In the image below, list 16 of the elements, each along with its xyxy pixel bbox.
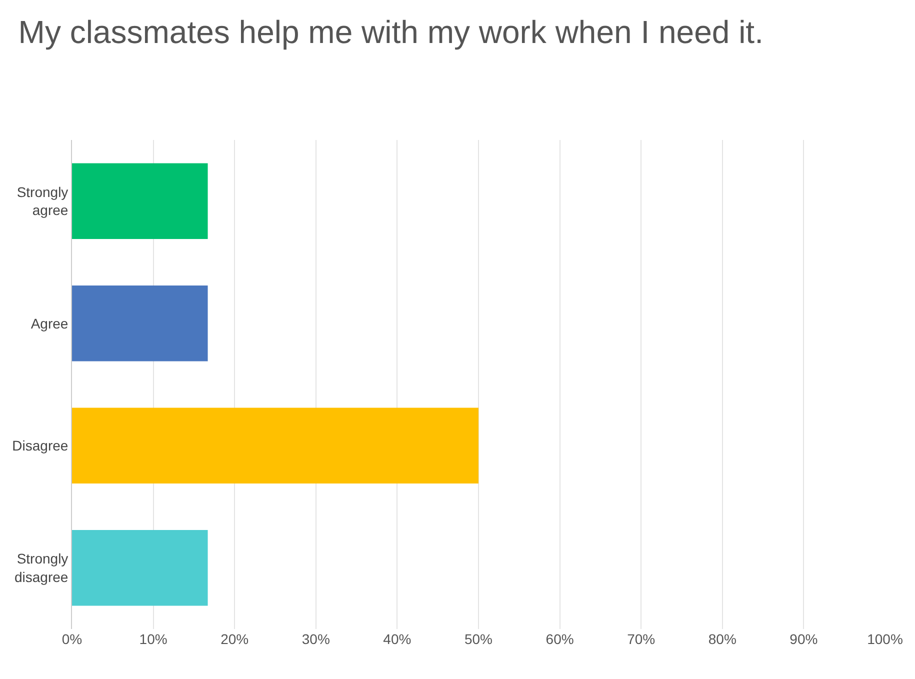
x-tick-label: 60% — [546, 631, 574, 647]
chart-title: My classmates help me with my work when I need it. — [18, 14, 764, 50]
y-tick-label: Strongly disagree — [14, 550, 68, 585]
x-tick-label: 40% — [383, 631, 412, 647]
x-tick-label: 80% — [708, 631, 736, 647]
x-tick-label: 20% — [220, 631, 249, 647]
x-tick-label: 30% — [302, 631, 330, 647]
x-tick-label: 0% — [62, 631, 82, 647]
x-tick-label: 90% — [790, 631, 818, 647]
y-tick-label: Disagree — [12, 438, 68, 454]
x-tick-label: 50% — [464, 631, 493, 647]
x-tick-label: 10% — [139, 631, 168, 647]
y-tick-label: Agree — [30, 315, 68, 332]
y-tick-label: Strongly agree — [16, 184, 68, 218]
x-tick-label: 70% — [627, 631, 656, 647]
x-tick-label: 100% — [867, 631, 903, 647]
